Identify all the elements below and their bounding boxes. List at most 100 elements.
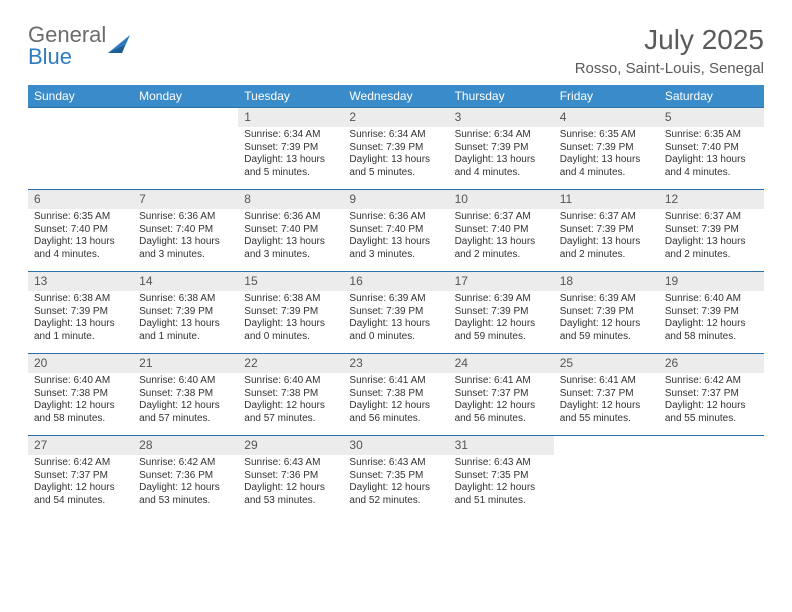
- day-number: 8: [238, 190, 343, 209]
- day-details: Sunrise: 6:39 AMSunset: 7:39 PMDaylight:…: [554, 291, 659, 353]
- day-details: Sunrise: 6:40 AMSunset: 7:38 PMDaylight:…: [238, 373, 343, 435]
- day-number: 1: [238, 108, 343, 127]
- calendar-cell: ..: [133, 108, 238, 190]
- day-details: Sunrise: 6:35 AMSunset: 7:39 PMDaylight:…: [554, 127, 659, 189]
- calendar-cell: 5Sunrise: 6:35 AMSunset: 7:40 PMDaylight…: [659, 108, 764, 190]
- day-details: Sunrise: 6:43 AMSunset: 7:36 PMDaylight:…: [238, 455, 343, 517]
- day-details: Sunrise: 6:39 AMSunset: 7:39 PMDaylight:…: [343, 291, 448, 353]
- day-header: Saturday: [659, 85, 764, 108]
- calendar-row: 13Sunrise: 6:38 AMSunset: 7:39 PMDayligh…: [28, 272, 764, 354]
- day-details: Sunrise: 6:35 AMSunset: 7:40 PMDaylight:…: [659, 127, 764, 189]
- calendar-cell: 4Sunrise: 6:35 AMSunset: 7:39 PMDaylight…: [554, 108, 659, 190]
- calendar-cell: 18Sunrise: 6:39 AMSunset: 7:39 PMDayligh…: [554, 272, 659, 354]
- day-number: 17: [449, 272, 554, 291]
- calendar-cell: 3Sunrise: 6:34 AMSunset: 7:39 PMDaylight…: [449, 108, 554, 190]
- calendar-cell: 22Sunrise: 6:40 AMSunset: 7:38 PMDayligh…: [238, 354, 343, 436]
- logo-icon: [108, 35, 130, 57]
- day-number: 23: [343, 354, 448, 373]
- day-details: Sunrise: 6:42 AMSunset: 7:37 PMDaylight:…: [659, 373, 764, 435]
- day-header: Wednesday: [343, 85, 448, 108]
- calendar-cell: 21Sunrise: 6:40 AMSunset: 7:38 PMDayligh…: [133, 354, 238, 436]
- day-number: 2: [343, 108, 448, 127]
- calendar-cell: 6Sunrise: 6:35 AMSunset: 7:40 PMDaylight…: [28, 190, 133, 272]
- day-details: Sunrise: 6:41 AMSunset: 7:37 PMDaylight:…: [449, 373, 554, 435]
- calendar-cell: 8Sunrise: 6:36 AMSunset: 7:40 PMDaylight…: [238, 190, 343, 272]
- day-number: 20: [28, 354, 133, 373]
- calendar-cell: 29Sunrise: 6:43 AMSunset: 7:36 PMDayligh…: [238, 436, 343, 518]
- day-details: Sunrise: 6:38 AMSunset: 7:39 PMDaylight:…: [28, 291, 133, 353]
- logo-text-2: Blue: [28, 46, 106, 68]
- calendar-cell: 15Sunrise: 6:38 AMSunset: 7:39 PMDayligh…: [238, 272, 343, 354]
- day-number: 5: [659, 108, 764, 127]
- day-number: 13: [28, 272, 133, 291]
- day-details: Sunrise: 6:36 AMSunset: 7:40 PMDaylight:…: [238, 209, 343, 271]
- calendar-cell: 10Sunrise: 6:37 AMSunset: 7:40 PMDayligh…: [449, 190, 554, 272]
- day-details: Sunrise: 6:34 AMSunset: 7:39 PMDaylight:…: [343, 127, 448, 189]
- day-details: Sunrise: 6:34 AMSunset: 7:39 PMDaylight:…: [449, 127, 554, 189]
- day-details: Sunrise: 6:35 AMSunset: 7:40 PMDaylight:…: [28, 209, 133, 271]
- day-number: 4: [554, 108, 659, 127]
- day-details: Sunrise: 6:39 AMSunset: 7:39 PMDaylight:…: [449, 291, 554, 353]
- day-number: 30: [343, 436, 448, 455]
- day-details: Sunrise: 6:37 AMSunset: 7:40 PMDaylight:…: [449, 209, 554, 271]
- page-title: July 2025: [575, 24, 764, 56]
- day-details: Sunrise: 6:42 AMSunset: 7:37 PMDaylight:…: [28, 455, 133, 517]
- day-header: Friday: [554, 85, 659, 108]
- logo: General Blue: [28, 24, 130, 68]
- calendar-cell: 25Sunrise: 6:41 AMSunset: 7:37 PMDayligh…: [554, 354, 659, 436]
- day-details: Sunrise: 6:41 AMSunset: 7:38 PMDaylight:…: [343, 373, 448, 435]
- day-details: Sunrise: 6:41 AMSunset: 7:37 PMDaylight:…: [554, 373, 659, 435]
- day-number: 7: [133, 190, 238, 209]
- day-details: Sunrise: 6:43 AMSunset: 7:35 PMDaylight:…: [343, 455, 448, 517]
- day-number: 14: [133, 272, 238, 291]
- day-details: Sunrise: 6:34 AMSunset: 7:39 PMDaylight:…: [238, 127, 343, 189]
- day-header-row: SundayMondayTuesdayWednesdayThursdayFrid…: [28, 85, 764, 108]
- day-details: Sunrise: 6:36 AMSunset: 7:40 PMDaylight:…: [343, 209, 448, 271]
- calendar-cell: ..: [28, 108, 133, 190]
- day-details: Sunrise: 6:38 AMSunset: 7:39 PMDaylight:…: [238, 291, 343, 353]
- calendar-cell: 9Sunrise: 6:36 AMSunset: 7:40 PMDaylight…: [343, 190, 448, 272]
- day-number: 10: [449, 190, 554, 209]
- day-number: 28: [133, 436, 238, 455]
- day-number: 26: [659, 354, 764, 373]
- day-number: 11: [554, 190, 659, 209]
- day-details: Sunrise: 6:37 AMSunset: 7:39 PMDaylight:…: [659, 209, 764, 271]
- calendar-cell: 17Sunrise: 6:39 AMSunset: 7:39 PMDayligh…: [449, 272, 554, 354]
- day-details: Sunrise: 6:37 AMSunset: 7:39 PMDaylight:…: [554, 209, 659, 271]
- calendar-table: SundayMondayTuesdayWednesdayThursdayFrid…: [28, 85, 764, 517]
- calendar-cell: 7Sunrise: 6:36 AMSunset: 7:40 PMDaylight…: [133, 190, 238, 272]
- day-number: 22: [238, 354, 343, 373]
- day-details: Sunrise: 6:40 AMSunset: 7:39 PMDaylight:…: [659, 291, 764, 353]
- calendar-cell: 1Sunrise: 6:34 AMSunset: 7:39 PMDaylight…: [238, 108, 343, 190]
- day-number: 27: [28, 436, 133, 455]
- calendar-cell: 20Sunrise: 6:40 AMSunset: 7:38 PMDayligh…: [28, 354, 133, 436]
- calendar-row: 6Sunrise: 6:35 AMSunset: 7:40 PMDaylight…: [28, 190, 764, 272]
- calendar-cell: 31Sunrise: 6:43 AMSunset: 7:35 PMDayligh…: [449, 436, 554, 518]
- calendar-cell: ..: [554, 436, 659, 518]
- day-number: 3: [449, 108, 554, 127]
- day-number: 18: [554, 272, 659, 291]
- day-number: 9: [343, 190, 448, 209]
- location: Rosso, Saint-Louis, Senegal: [575, 60, 764, 77]
- day-details: Sunrise: 6:36 AMSunset: 7:40 PMDaylight:…: [133, 209, 238, 271]
- day-details: Sunrise: 6:42 AMSunset: 7:36 PMDaylight:…: [133, 455, 238, 517]
- logo-text-1: General: [28, 24, 106, 46]
- calendar-row: ....1Sunrise: 6:34 AMSunset: 7:39 PMDayl…: [28, 108, 764, 190]
- calendar-cell: 16Sunrise: 6:39 AMSunset: 7:39 PMDayligh…: [343, 272, 448, 354]
- calendar-cell: 2Sunrise: 6:34 AMSunset: 7:39 PMDaylight…: [343, 108, 448, 190]
- day-header: Thursday: [449, 85, 554, 108]
- calendar-cell: 26Sunrise: 6:42 AMSunset: 7:37 PMDayligh…: [659, 354, 764, 436]
- calendar-cell: 24Sunrise: 6:41 AMSunset: 7:37 PMDayligh…: [449, 354, 554, 436]
- calendar-row: 27Sunrise: 6:42 AMSunset: 7:37 PMDayligh…: [28, 436, 764, 518]
- day-details: Sunrise: 6:43 AMSunset: 7:35 PMDaylight:…: [449, 455, 554, 517]
- day-header: Sunday: [28, 85, 133, 108]
- calendar-cell: 13Sunrise: 6:38 AMSunset: 7:39 PMDayligh…: [28, 272, 133, 354]
- day-number: 25: [554, 354, 659, 373]
- calendar-cell: 12Sunrise: 6:37 AMSunset: 7:39 PMDayligh…: [659, 190, 764, 272]
- day-details: Sunrise: 6:40 AMSunset: 7:38 PMDaylight:…: [133, 373, 238, 435]
- calendar-cell: 30Sunrise: 6:43 AMSunset: 7:35 PMDayligh…: [343, 436, 448, 518]
- day-number: 31: [449, 436, 554, 455]
- day-number: 15: [238, 272, 343, 291]
- calendar-cell: 23Sunrise: 6:41 AMSunset: 7:38 PMDayligh…: [343, 354, 448, 436]
- day-number: 6: [28, 190, 133, 209]
